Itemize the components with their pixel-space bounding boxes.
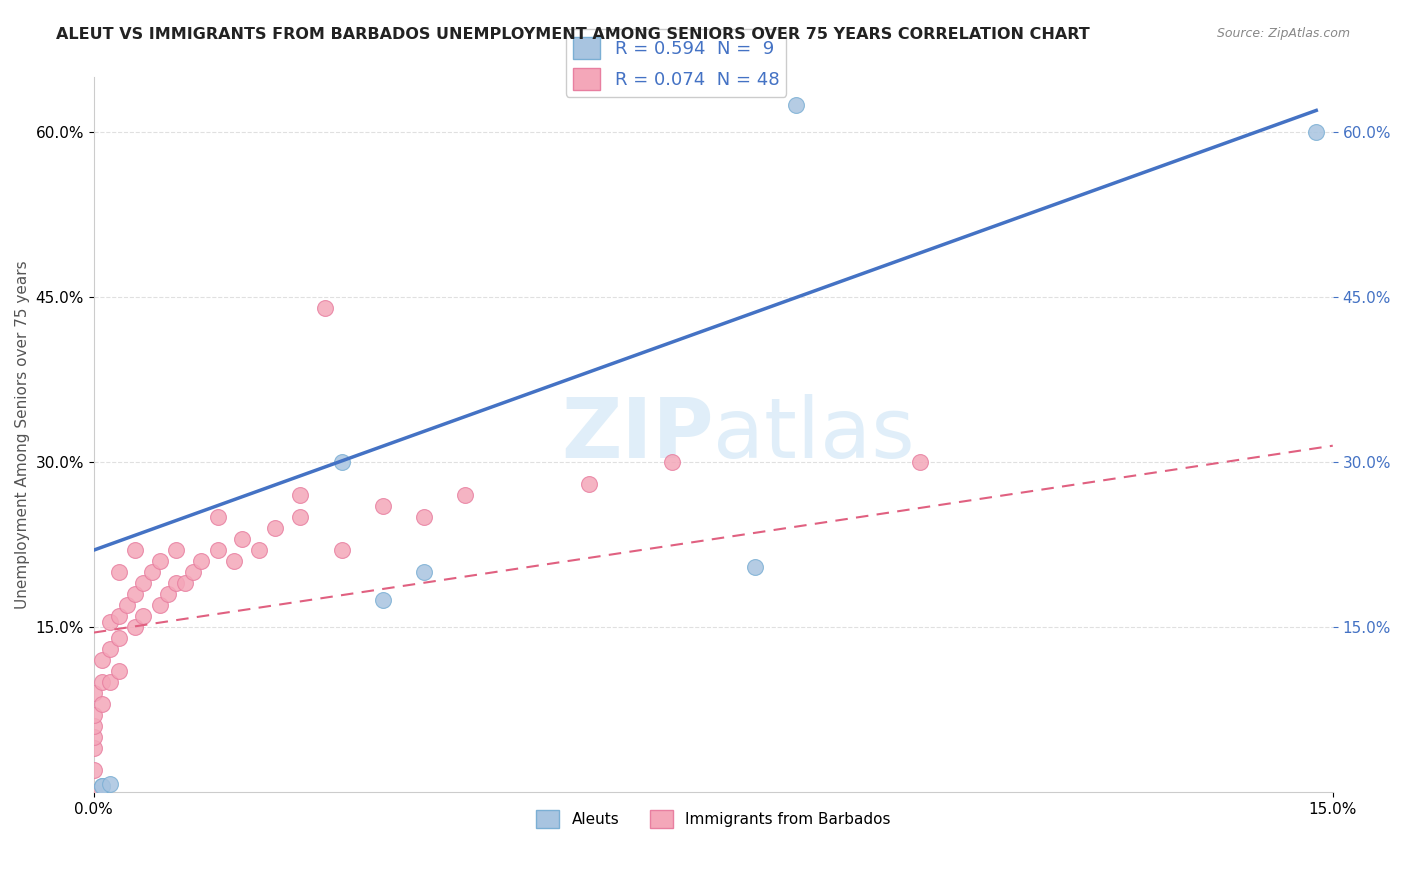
- Point: [132, 609, 155, 624]
- Point: [165, 543, 187, 558]
- Point: [132, 576, 155, 591]
- Point: [107, 609, 129, 624]
- Point: [314, 301, 336, 316]
- Point: [124, 543, 146, 558]
- Y-axis label: Unemployment Among Seniors over 75 years: Unemployment Among Seniors over 75 years: [15, 260, 30, 609]
- Text: ALEUT VS IMMIGRANTS FROM BARBADOS UNEMPLOYMENT AMONG SENIORS OVER 75 YEARS CORRE: ALEUT VS IMMIGRANTS FROM BARBADOS UNEMPL…: [56, 27, 1090, 42]
- Text: ZIP: ZIP: [561, 394, 713, 475]
- Point: [83, 708, 105, 723]
- Text: atlas: atlas: [713, 394, 915, 475]
- Point: [661, 455, 683, 469]
- Point: [83, 719, 105, 733]
- Point: [1305, 125, 1327, 139]
- Point: [290, 510, 312, 524]
- Point: [181, 565, 204, 579]
- Point: [83, 730, 105, 744]
- Point: [224, 554, 246, 568]
- Point: [115, 598, 138, 612]
- Point: [124, 587, 146, 601]
- Point: [371, 499, 394, 513]
- Point: [207, 543, 229, 558]
- Point: [107, 631, 129, 645]
- Point: [157, 587, 180, 601]
- Text: Source: ZipAtlas.com: Source: ZipAtlas.com: [1216, 27, 1350, 40]
- Point: [98, 777, 121, 791]
- Point: [247, 543, 270, 558]
- Point: [91, 780, 114, 794]
- Point: [107, 664, 129, 678]
- Point: [413, 510, 436, 524]
- Point: [330, 543, 353, 558]
- Point: [83, 686, 105, 700]
- Point: [98, 642, 121, 657]
- Point: [98, 615, 121, 629]
- Point: [149, 554, 172, 568]
- Point: [371, 592, 394, 607]
- Point: [290, 488, 312, 502]
- Point: [124, 620, 146, 634]
- Point: [165, 576, 187, 591]
- Point: [91, 697, 114, 711]
- Point: [413, 565, 436, 579]
- Point: [91, 653, 114, 667]
- Point: [91, 780, 114, 794]
- Point: [264, 521, 287, 535]
- Point: [83, 785, 105, 799]
- Point: [454, 488, 477, 502]
- Point: [83, 763, 105, 777]
- Point: [330, 455, 353, 469]
- Point: [91, 675, 114, 690]
- Point: [744, 559, 766, 574]
- Point: [908, 455, 931, 469]
- Point: [785, 98, 807, 112]
- Point: [107, 565, 129, 579]
- Point: [173, 576, 195, 591]
- Point: [141, 565, 163, 579]
- Point: [98, 675, 121, 690]
- Point: [578, 477, 600, 491]
- Legend: Aleuts, Immigrants from Barbados: Aleuts, Immigrants from Barbados: [530, 804, 897, 834]
- Point: [83, 741, 105, 756]
- Point: [190, 554, 212, 568]
- Point: [231, 532, 253, 546]
- Point: [207, 510, 229, 524]
- Point: [149, 598, 172, 612]
